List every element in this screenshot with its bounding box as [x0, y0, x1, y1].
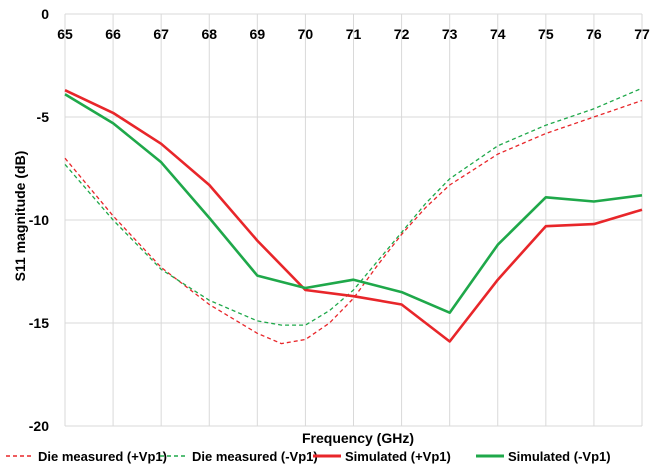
x-tick-label: 69	[250, 26, 266, 42]
series-line-4	[64, 93, 643, 315]
legend-label: Simulated (+Vp1)	[345, 449, 451, 464]
plot-area	[64, 87, 643, 345]
x-tick-label: 68	[201, 26, 217, 42]
legend-label: Die measured (-Vp1)	[192, 449, 318, 464]
y-tick-label: -5	[37, 109, 50, 125]
y-tick-labels: 0 -5 -10 -15 -20	[29, 6, 49, 434]
legend: Die measured (+Vp1) Die measured (-Vp1) Si…	[6, 449, 611, 464]
series-line-3	[64, 89, 643, 343]
x-tick-label: 74	[490, 26, 506, 42]
y-tick-label: 0	[41, 6, 49, 22]
grid-lines	[64, 13, 643, 427]
x-tick-label: 67	[153, 26, 169, 42]
x-tick-label: 70	[298, 26, 314, 42]
y-tick-label: -20	[29, 418, 49, 434]
x-tick-label: 77	[634, 26, 650, 42]
x-tick-labels: 65 66 67 68 69 70 71 72 73 74 75 76 77	[57, 26, 650, 42]
y-axis-title: S11 magnitude (dB)	[12, 151, 28, 282]
legend-label: Simulated (-Vp1)	[508, 449, 611, 464]
x-tick-label: 65	[57, 26, 73, 42]
x-tick-label: 66	[105, 26, 121, 42]
x-tick-label: 71	[346, 26, 362, 42]
legend-label: Die measured (+Vp1)	[38, 449, 167, 464]
x-tick-label: 76	[586, 26, 602, 42]
x-tick-label: 73	[442, 26, 458, 42]
x-axis-title: Frequency (GHz)	[302, 430, 414, 446]
x-tick-label: 75	[538, 26, 554, 42]
y-tick-label: -15	[29, 315, 49, 331]
series-line-2	[64, 87, 643, 326]
y-tick-label: -10	[29, 212, 49, 228]
x-tick-label: 72	[394, 26, 410, 42]
